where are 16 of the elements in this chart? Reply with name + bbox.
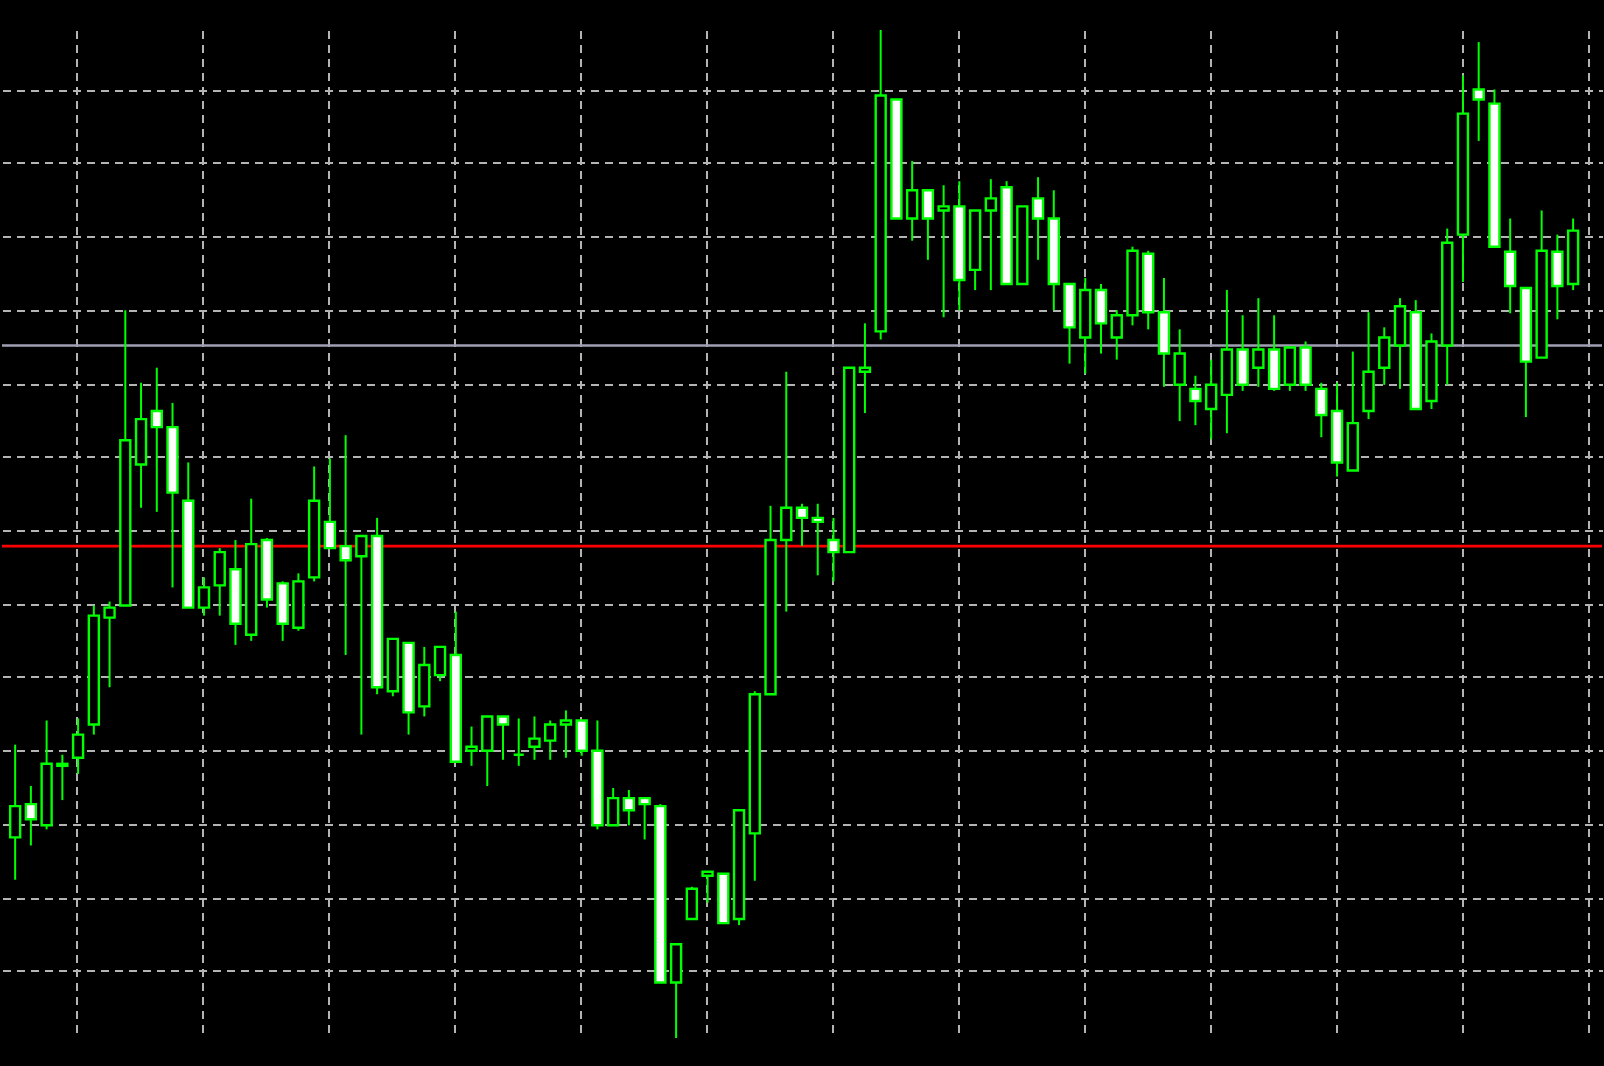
candlestick (1472, 41, 1485, 142)
candlestick (1362, 311, 1375, 421)
candlestick (811, 502, 824, 577)
candlestick (512, 717, 525, 767)
candlestick (795, 502, 809, 548)
candlestick (1094, 283, 1108, 355)
candlestick (496, 715, 510, 761)
candlestick (1378, 326, 1391, 386)
candlestick (8, 743, 22, 881)
candlestick (71, 717, 85, 775)
candlestick (1346, 350, 1359, 472)
candlestick (1503, 217, 1517, 315)
candlestick (685, 885, 699, 921)
candlestick (1393, 297, 1407, 390)
candlestick (858, 322, 872, 415)
candlestick (197, 576, 211, 617)
